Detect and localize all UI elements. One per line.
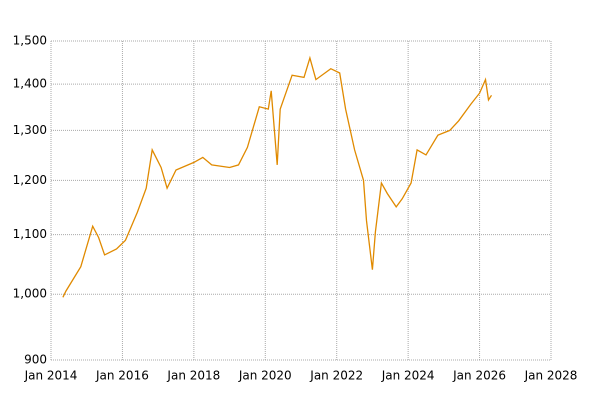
x-tick-label: Jan 2028 (524, 369, 578, 383)
x-tick-label: Jan 2014 (24, 369, 78, 383)
x-tick-label: Jan 2022 (309, 369, 363, 383)
x-tick-label: Jan 2026 (452, 369, 506, 383)
y-tick-label: 1,200 (13, 173, 47, 187)
x-tick-label: Jan 2018 (166, 369, 220, 383)
y-tick-label: 1,500 (13, 34, 47, 48)
y-tick-label: 1,400 (13, 77, 47, 91)
x-tick-label: Jan 2016 (95, 369, 149, 383)
y-tick-label: 900 (24, 353, 47, 367)
y-tick-label: 1,300 (13, 123, 47, 137)
x-tick-label: Jan 2024 (381, 369, 435, 383)
y-tick-label: 1,000 (13, 287, 47, 301)
y-tick-label: 1,100 (13, 227, 47, 241)
line (62, 55, 493, 298)
x-tick-label: Jan 2020 (238, 369, 292, 383)
